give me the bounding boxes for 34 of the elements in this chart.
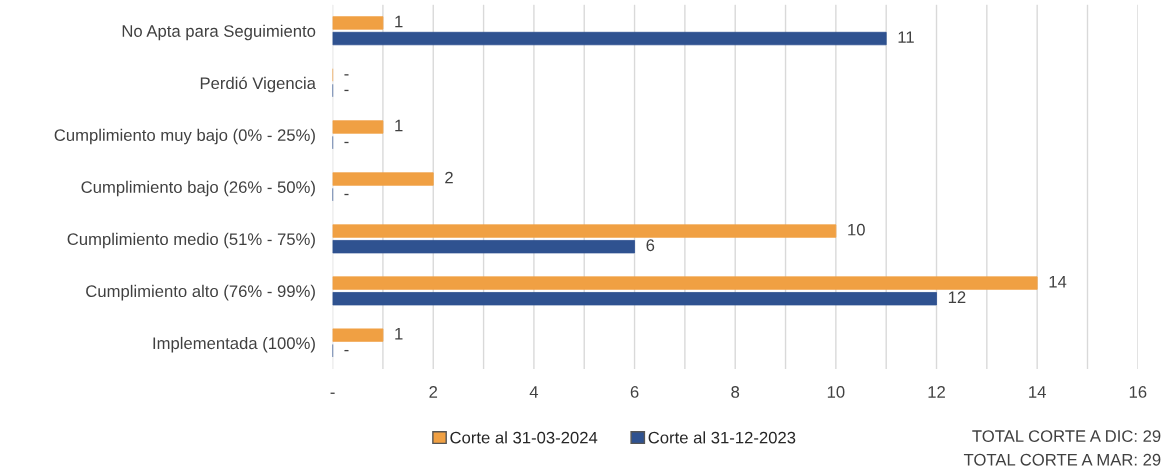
data-label: 1 bbox=[395, 119, 403, 132]
data-label: - bbox=[344, 74, 349, 76]
x-tick-label: 6 bbox=[630, 386, 639, 398]
y-tick-label: Implementada (100%) bbox=[153, 336, 315, 353]
legend-label: Corte al 31-12-2023 bbox=[648, 431, 796, 444]
x-tick-label: 8 bbox=[731, 386, 740, 398]
legend-label: Corte al 31-03-2024 bbox=[450, 431, 598, 444]
x-tick-label: 14 bbox=[1029, 386, 1046, 398]
x-tick-label: - bbox=[330, 392, 335, 394]
data-label: - bbox=[344, 89, 349, 92]
x-tick-label: 4 bbox=[529, 386, 539, 398]
data-label: 11 bbox=[898, 31, 914, 43]
y-tick-label: Cumplimiento muy bajo (0% - 25%) bbox=[54, 128, 315, 145]
text: TOTAL CORTE A MAR: 29 bbox=[963, 453, 1161, 466]
data-label: 1 bbox=[395, 15, 403, 28]
y-tick-label: Perdió Vigencia bbox=[200, 76, 316, 93]
x-tick-label: 12 bbox=[928, 386, 945, 398]
data-label: - bbox=[344, 193, 349, 196]
text: TOTAL CORTE A DIC: 29 bbox=[972, 430, 1161, 442]
data-label: 12 bbox=[948, 291, 966, 304]
y-tick-label: No Apta para Seguimiento bbox=[122, 24, 316, 41]
data-label: 6 bbox=[646, 239, 655, 252]
data-label: 10 bbox=[848, 223, 865, 236]
y-tick-label: Cumplimiento medio (51% - 75%) bbox=[67, 232, 315, 249]
data-label: 14 bbox=[1049, 275, 1067, 288]
x-tick-label: 16 bbox=[1129, 386, 1147, 398]
data-label: - bbox=[344, 349, 349, 352]
y-tick-label: Cumplimiento bajo (26% - 50%) bbox=[81, 180, 315, 197]
data-label: 1 bbox=[395, 327, 403, 340]
y-tick-label: Cumplimiento alto (76% - 99%) bbox=[86, 284, 315, 301]
data-label: 2 bbox=[445, 171, 453, 184]
data-label: - bbox=[344, 141, 349, 144]
x-tick-label: 2 bbox=[429, 386, 438, 398]
x-tick-label: 10 bbox=[827, 386, 845, 398]
